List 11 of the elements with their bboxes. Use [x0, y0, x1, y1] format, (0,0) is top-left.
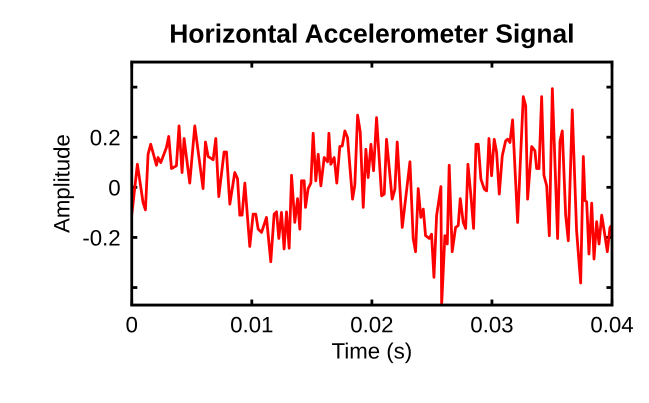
y-axis-title: Amplitude — [53, 135, 74, 233]
x-tick-label: 0.04 — [591, 316, 633, 333]
x-tick-label: 0.03 — [471, 316, 513, 333]
y-tick-label: 0.2 — [90, 130, 120, 146]
x-tick-label: 0 — [126, 316, 138, 333]
chart-title: Horizontal Accelerometer Signal — [171, 23, 573, 48]
y-tick-label: -0.2 — [83, 230, 120, 246]
x-tick-label: 0.01 — [231, 316, 272, 333]
x-axis-title: Time (s) — [332, 342, 411, 364]
y-tick-label: 0 — [109, 180, 120, 196]
x-tick-label: 0.02 — [351, 316, 392, 333]
